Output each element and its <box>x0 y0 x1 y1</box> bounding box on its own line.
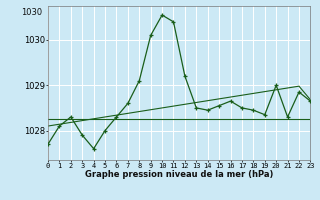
X-axis label: Graphe pression niveau de la mer (hPa): Graphe pression niveau de la mer (hPa) <box>85 170 273 179</box>
Text: 1030: 1030 <box>21 8 42 17</box>
